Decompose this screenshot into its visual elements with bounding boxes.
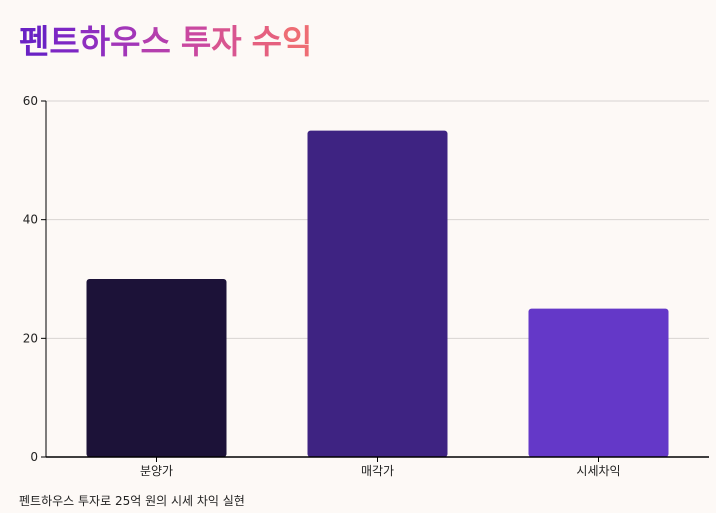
x-tick-label: 시세차익 xyxy=(576,464,620,478)
y-tick-label: 20 xyxy=(23,331,38,345)
chart-title: 펜트하우스 투자 수익 xyxy=(19,22,313,61)
bar-3 xyxy=(528,308,669,457)
y-tick-label: 0 xyxy=(30,450,38,464)
x-tick-label: 분양가 xyxy=(140,464,173,478)
y-tick-label: 60 xyxy=(23,94,38,108)
bar-2 xyxy=(307,130,448,457)
bar-1 xyxy=(86,279,227,457)
chart-caption: 펜트하우스 투자로 25억 원의 시세 차익 실현 xyxy=(19,494,245,508)
axes: 0 20 40 60 분양가 매각가 시세차익 xyxy=(23,94,709,478)
bars xyxy=(86,130,669,457)
x-tick-label: 매각가 xyxy=(361,464,394,478)
y-tick-label: 40 xyxy=(23,213,38,227)
bar-chart: 0 20 40 60 분양가 매각가 시세차익 xyxy=(23,94,709,478)
